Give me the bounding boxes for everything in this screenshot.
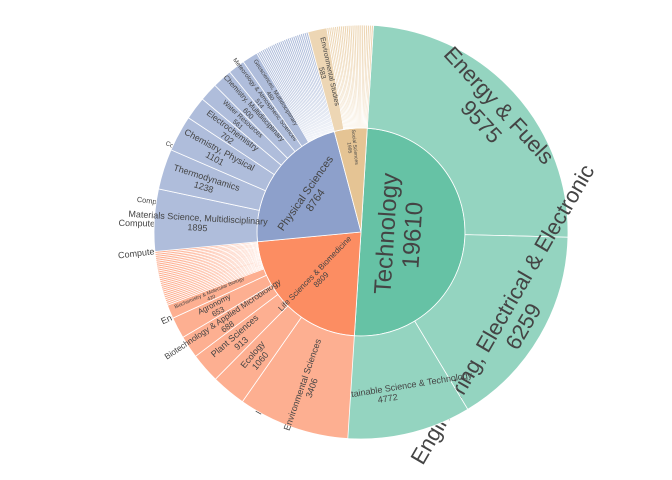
- sector-energy-fuels[interactable]: [366, 24, 569, 238]
- sector-minor[interactable]: [365, 24, 374, 129]
- label-social-sciences: Social Sciences1995: [344, 129, 359, 166]
- sector-engineering-electrical-electronic[interactable]: [414, 234, 569, 410]
